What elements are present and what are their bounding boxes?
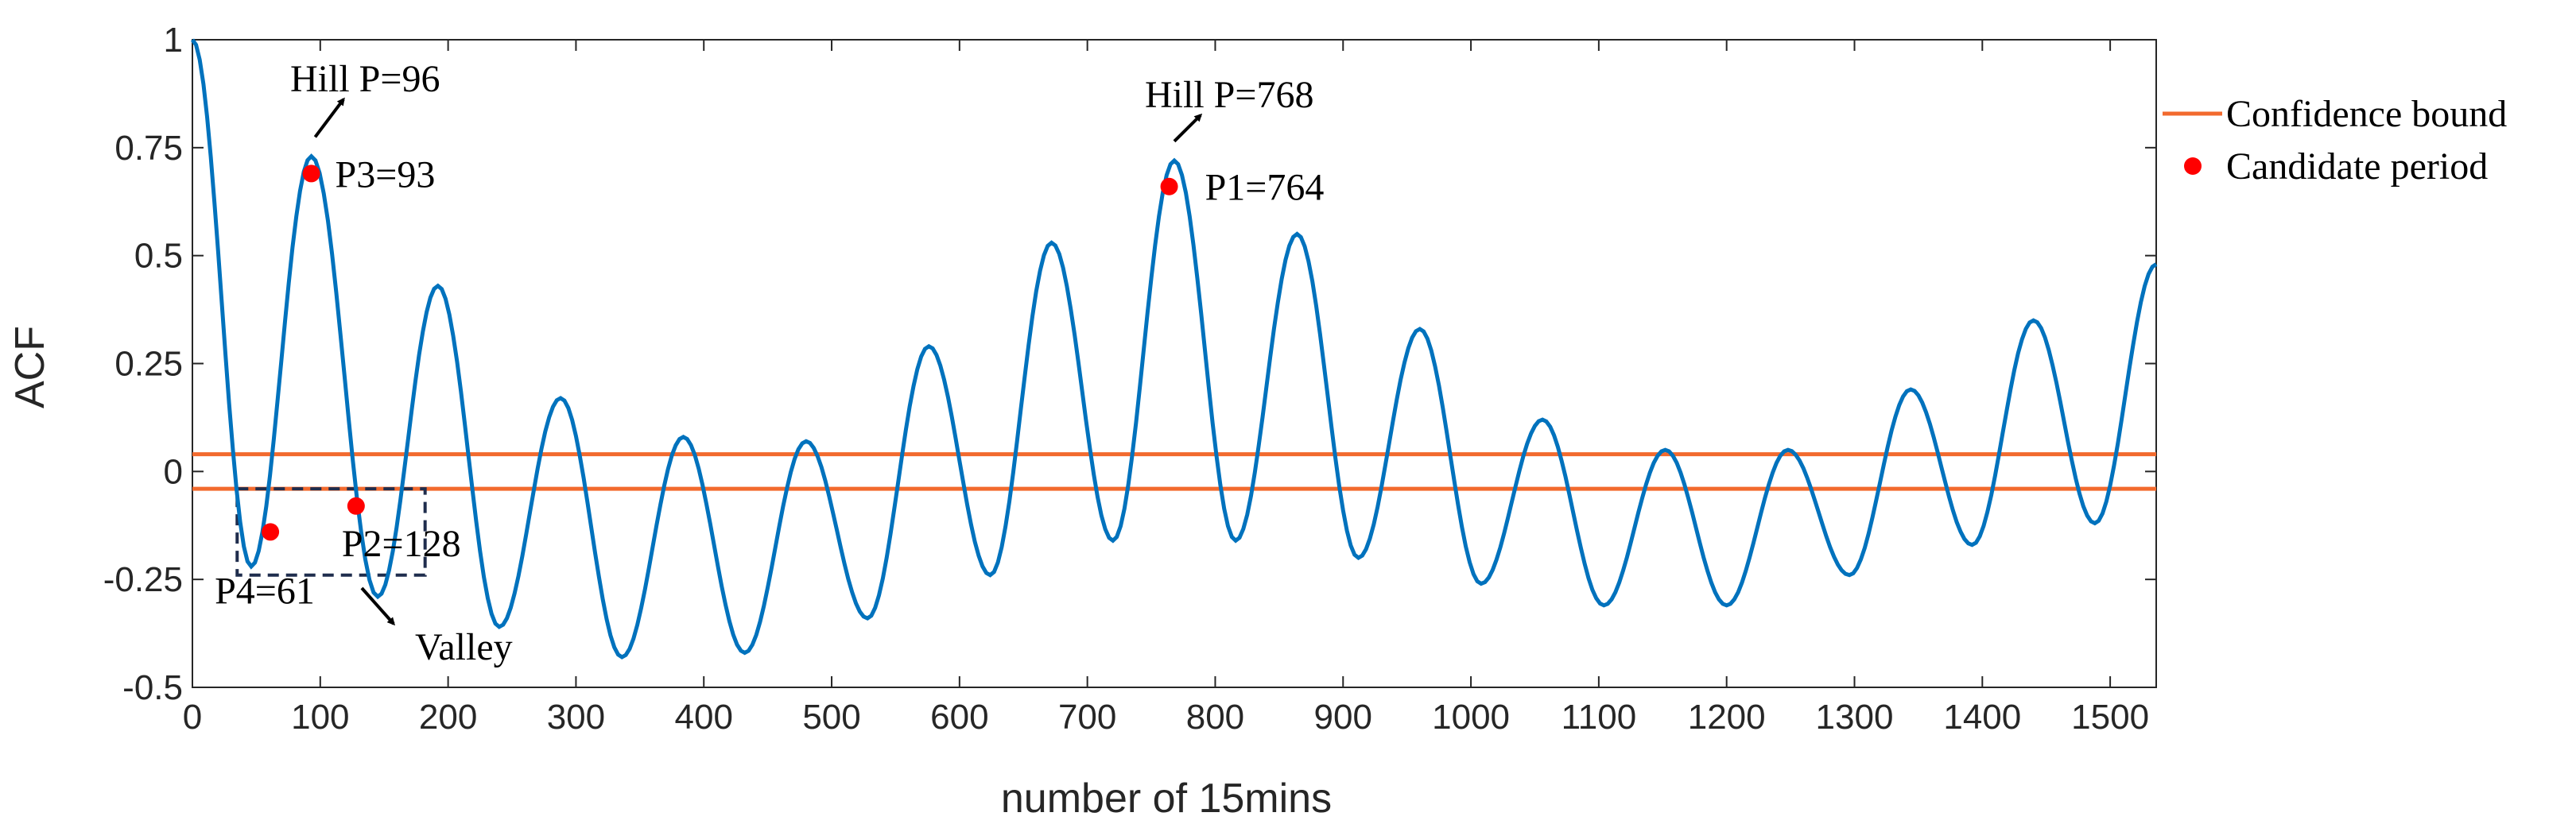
x-tick-label: 400: [675, 698, 733, 737]
y-tick-label: -0.5: [122, 668, 183, 707]
hill-annotation-label: Hill P=768: [1145, 74, 1313, 116]
x-tick-label: 200: [419, 698, 477, 737]
hill-annotation-arrow: [1173, 113, 1203, 143]
candidate-period-label: P3=93: [336, 153, 436, 195]
x-tick-label: 900: [1314, 698, 1372, 737]
legend-candidate-period-swatch: [2184, 157, 2202, 175]
candidate-period-point: [302, 164, 320, 183]
acf-series-line: [190, 38, 2158, 660]
x-tick-label: 500: [802, 698, 860, 737]
x-tick-label: 1400: [1943, 698, 2021, 737]
candidate-period-point: [347, 497, 365, 515]
x-tick-label: 1000: [1432, 698, 1510, 737]
candidate-period-point: [1160, 177, 1178, 195]
hill-annotation-arrow: [313, 97, 345, 138]
candidate-period-label: P1=764: [1205, 167, 1325, 209]
valley-annotation-label: Valley: [415, 626, 513, 668]
candidate-period-point: [262, 523, 280, 541]
x-tick-label: 100: [291, 698, 349, 737]
candidate-period-label: P2=128: [342, 523, 461, 565]
x-tick-label: 1500: [2071, 698, 2149, 737]
candidate-period-label: P4=61: [215, 570, 315, 612]
y-tick-label: 0.25: [114, 345, 183, 384]
legend-confidence-bound-label: Confidence bound: [2226, 93, 2507, 135]
x-tick-label: 0: [183, 698, 202, 737]
y-tick-label: 0.75: [114, 129, 183, 168]
x-axis-label: number of 15mins: [1001, 776, 1332, 822]
candidate-period-points: P1=764 P2=128 P3=93 P4=61: [215, 153, 1324, 612]
axis-ticks: 0 100 200 300 400 500 600 700 800 900 1000 1100 1200…: [103, 21, 2156, 737]
hill-annotation-label: Hill P=96: [290, 58, 440, 100]
y-tick-label: 0: [164, 452, 183, 491]
confidence-bound-lines: [192, 452, 2156, 491]
valley-box-group: [235, 487, 427, 577]
x-tick-label: 1100: [1562, 698, 1637, 737]
x-tick-label: 1300: [1816, 698, 1894, 737]
legend: Confidence bound Candidate period: [2163, 93, 2507, 188]
x-tick-label: 600: [930, 698, 988, 737]
x-tick-label: 1200: [1688, 698, 1766, 737]
valley-box: [235, 487, 427, 577]
x-tick-label: 700: [1058, 698, 1116, 737]
y-tick-label: -0.25: [103, 560, 183, 599]
x-tick-label: 800: [1186, 698, 1244, 737]
y-axis-label: ACF: [7, 326, 53, 408]
annotations: Hill P=96 Hill P=768 Valley: [290, 58, 1313, 668]
legend-candidate-period-label: Candidate period: [2226, 145, 2488, 188]
valley-annotation-arrow: [360, 586, 395, 626]
y-tick-label: 0.5: [134, 237, 183, 276]
x-tick-label: 300: [547, 698, 605, 737]
y-tick-label: 1: [164, 21, 183, 60]
